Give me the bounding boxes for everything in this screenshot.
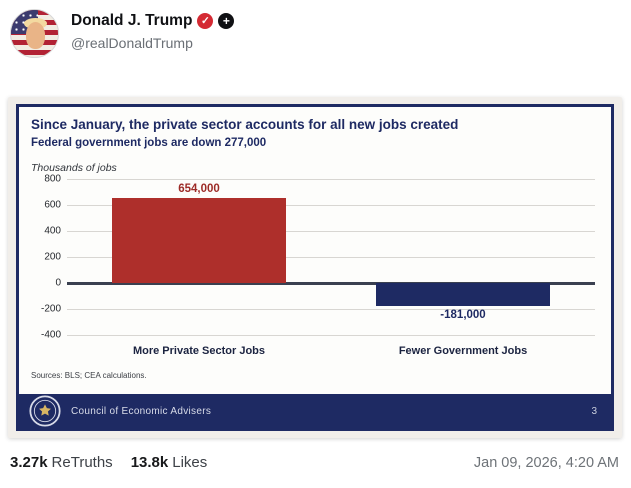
bar-chart: 800 600 400 200 0 -200 -400 654,000 -181,000 bbox=[31, 173, 595, 340]
gridline bbox=[67, 256, 595, 258]
verified-badge-icon: ✓ bbox=[197, 13, 214, 29]
gridline bbox=[67, 308, 595, 310]
bar-government-jobs bbox=[375, 282, 551, 307]
likes-stat[interactable]: 13.8k Likes bbox=[131, 454, 208, 471]
chart-plot: 654,000 -181,000 bbox=[67, 178, 595, 336]
category-label: Fewer Government Jobs bbox=[398, 344, 528, 357]
zero-axis-line bbox=[67, 281, 595, 285]
bar-value-label: -181,000 bbox=[440, 309, 486, 322]
author-name-row: Donald J. Trump ✓ + bbox=[71, 12, 235, 30]
slide-footer: Council of Economic Advisers 3 bbox=[19, 394, 611, 428]
chart-categories: More Private Sector Jobs Fewer Government… bbox=[31, 345, 595, 357]
likes-count: 13.8k bbox=[130, 454, 169, 471]
post-image-attachment[interactable]: Since January, the private sector accoun… bbox=[8, 97, 622, 438]
y-tick-label: -200 bbox=[40, 303, 61, 315]
author-handle[interactable]: @realDonaldTrump bbox=[71, 35, 193, 51]
y-tick-label: -400 bbox=[40, 329, 61, 341]
gridline bbox=[67, 178, 595, 180]
category-label: More Private Sector Jobs bbox=[132, 344, 266, 357]
y-axis-unit-label: Thousands of jobs bbox=[31, 161, 117, 174]
sources-note: Sources: BLS; CEA calculations. bbox=[31, 370, 147, 380]
gridline bbox=[67, 334, 595, 336]
bar-value-label: 654,000 bbox=[178, 182, 220, 195]
y-tick-label: 600 bbox=[44, 199, 61, 211]
post-stats-row: 3.27k ReTruths 13.8k Likes Jan 09, 2026,… bbox=[10, 454, 619, 471]
author-block: Donald J. Trump ✓ + @realDonaldTrump bbox=[71, 9, 235, 51]
bar-private-sector-jobs bbox=[111, 197, 287, 283]
avatar[interactable] bbox=[10, 9, 59, 58]
y-tick-label: 0 bbox=[55, 277, 61, 289]
y-tick-label: 400 bbox=[44, 225, 61, 237]
post-timestamp[interactable]: Jan 09, 2026, 4:20 AM bbox=[473, 454, 619, 471]
slide-page-number: 3 bbox=[591, 405, 597, 417]
retruths-label: ReTruths bbox=[51, 454, 113, 471]
chart-title: Since January, the private sector accoun… bbox=[31, 117, 459, 132]
cea-slide: Since January, the private sector accoun… bbox=[16, 104, 614, 431]
retruths-stat[interactable]: 3.27k ReTruths bbox=[10, 454, 113, 471]
footer-org-label: Council of Economic Advisers bbox=[71, 405, 212, 417]
follow-button[interactable]: + bbox=[218, 13, 235, 29]
avatar-face bbox=[25, 22, 46, 49]
gridline bbox=[67, 230, 595, 232]
y-axis: 800 600 400 200 0 -200 -400 bbox=[31, 173, 67, 340]
chart-subtitle: Federal government jobs are down 277,000 bbox=[31, 136, 267, 149]
gridline bbox=[67, 204, 595, 206]
post-header: Donald J. Trump ✓ + @realDonaldTrump bbox=[10, 9, 235, 58]
slide-body: Since January, the private sector accoun… bbox=[19, 107, 611, 394]
cea-seal-icon bbox=[29, 395, 61, 427]
likes-label: Likes bbox=[172, 454, 208, 471]
y-tick-label: 200 bbox=[44, 251, 61, 263]
retruths-count: 3.27k bbox=[10, 454, 48, 471]
author-name[interactable]: Donald J. Trump bbox=[71, 12, 193, 29]
y-tick-label: 800 bbox=[44, 173, 61, 185]
